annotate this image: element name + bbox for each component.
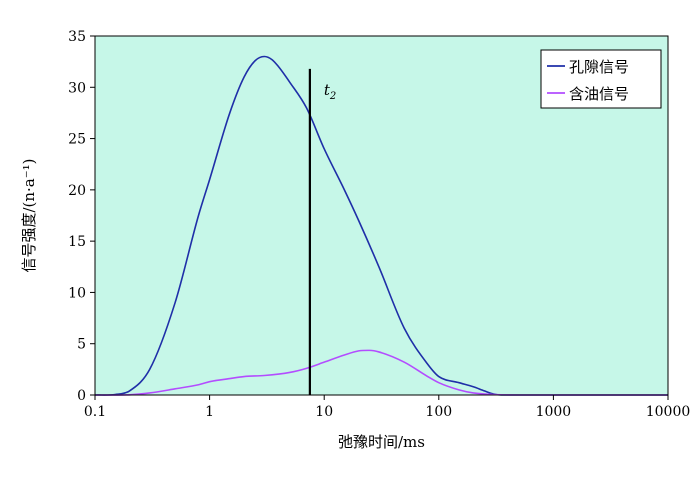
oil-signal-line [94, 349, 668, 396]
y-tick-label-30: 30 [68, 80, 86, 96]
y-tick-label-5: 5 [77, 337, 86, 353]
y-tick-label-15: 15 [68, 234, 86, 250]
x-axis-title: 弛豫时间/ms [338, 433, 425, 451]
t2-marker-label: t2 [324, 81, 336, 102]
x-tick-label-100: 100 [425, 404, 452, 420]
legend-box [540, 49, 662, 109]
y-tick-label-20: 20 [68, 183, 86, 199]
y-tick-label-25: 25 [68, 132, 86, 148]
x-tick-label-1: 1 [205, 404, 214, 420]
x-tick-label-10000: 10000 [646, 404, 691, 420]
legend-label-pore: 孔隙信号 [569, 58, 629, 76]
legend: 孔隙信号 含油信号 [540, 49, 662, 109]
y-axis-title: 信号强度/(n·a⁻¹) [20, 158, 38, 272]
y-tick-label-0: 0 [77, 388, 86, 404]
x-tick-label-10: 10 [315, 404, 333, 420]
x-tick-label-1000: 1000 [536, 404, 572, 420]
y-tick-label-35: 35 [68, 29, 86, 45]
pore-signal-line [94, 55, 668, 396]
axes-layer: 0 5 10 15 20 25 30 35 0.1 1 10 100 1000 10000 [68, 29, 690, 420]
x-tick-label-0.1: 0.1 [84, 404, 106, 420]
series-layer [94, 55, 668, 396]
y-tick-label-10: 10 [68, 285, 86, 301]
plot-frame [94, 35, 669, 396]
legend-label-oil: 含油信号 [569, 85, 629, 103]
